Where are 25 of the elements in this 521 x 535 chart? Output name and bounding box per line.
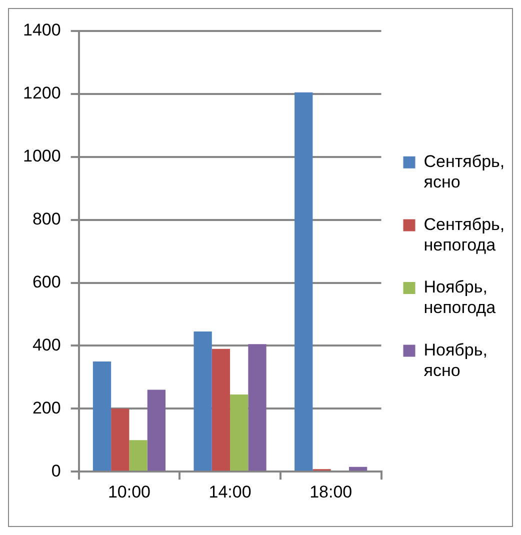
y-tick-label: 0 — [51, 461, 61, 480]
y-tick-label: 1400 — [22, 20, 61, 40]
y-tick-label: 1200 — [22, 84, 61, 103]
bar — [230, 394, 248, 471]
bar — [147, 390, 166, 471]
bar — [294, 92, 313, 471]
bar — [129, 440, 148, 471]
y-tick-label: 1000 — [22, 146, 61, 166]
legend-label: Ноябрь, ясно — [424, 340, 488, 380]
bar — [194, 332, 212, 471]
bar — [248, 344, 266, 471]
bar — [111, 408, 130, 471]
x-tick-label: 14:00 — [208, 482, 252, 502]
legend-label: Ноябрь, непогода — [424, 278, 496, 318]
x-tick-label: 18:00 — [310, 482, 352, 502]
y-tick-label: 200 — [32, 398, 61, 418]
bar — [92, 361, 112, 471]
y-tick-label: 400 — [32, 335, 61, 354]
bar — [348, 466, 368, 471]
y-tick-label: 600 — [32, 272, 61, 292]
y-tick-label: 800 — [32, 210, 61, 229]
legend-label: Сентябрь, непогода — [424, 214, 505, 254]
legend-label: Сентябрь, ясно — [424, 152, 505, 192]
bar — [212, 348, 230, 471]
x-tick-label: 10:00 — [108, 482, 150, 502]
